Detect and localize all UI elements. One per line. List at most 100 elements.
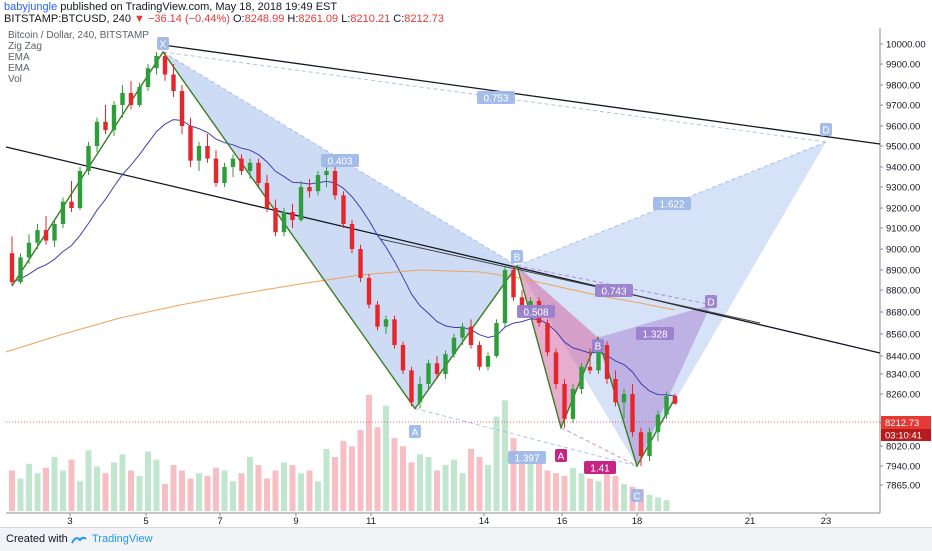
y-tick-label: 9800.00 [886,81,920,92]
volume-bar [366,394,372,511]
tradingview-link[interactable]: TradingView [92,533,153,545]
pattern-small-bcd [598,304,711,466]
y-tick-label: 7865.00 [886,481,920,492]
pattern-small-point-d-box [705,295,717,308]
candle-body [171,74,176,91]
x-tick-label: 16 [557,516,568,527]
y-tick-label: 9900.00 [886,60,920,71]
candle-body [502,270,508,323]
volume-bar [238,473,245,511]
legend-ema-2[interactable]: EMA [8,63,30,74]
volume-bar [536,462,542,511]
y-tick-label: 8260.00 [886,390,920,401]
created-with-label: Created with [6,533,68,545]
candle-body [43,230,49,241]
y-tick-label: 7940.00 [886,462,920,473]
volume-bar [306,470,313,511]
volume-bar [60,470,66,511]
candle-body [587,366,593,371]
volume-bar [595,481,602,511]
change-label: ▼ −36.14 (−0.44%) [134,13,230,25]
high-value: 8261.09 [298,13,339,25]
volume-bar [519,459,525,511]
volume-bar [213,467,219,511]
candle-body [409,370,414,403]
volume-bar [17,478,24,511]
volume-bar [502,400,508,511]
pattern-big-point-d: D [822,126,829,137]
x-tick-label: 7 [217,516,222,527]
volume-bar [9,470,15,511]
y-tick-label: 10000.00 [886,40,926,51]
volume-bar [162,484,168,511]
pattern-small-ratio: 1.41 [590,464,610,475]
candle-body [621,394,627,403]
candle-body [154,56,159,69]
last-price-tag-box [881,416,931,429]
legend-zigzag[interactable]: Zig Zag [8,41,42,52]
pattern-big-point-x-box [157,37,169,50]
candle-body [324,171,329,175]
candle-body [664,396,669,415]
legend-vol[interactable]: Vol [8,74,22,85]
y-tick-label: 9400.00 [886,163,920,174]
candle-body [213,158,219,183]
candle-body [222,167,227,183]
pattern-small-point-d: D [707,298,714,309]
x-tick-label: 18 [632,516,643,527]
countdown-tag: 03:10:41 [885,431,922,442]
volume-bar [289,465,296,511]
volume-bar [77,481,83,511]
trendline-mid [379,238,761,324]
volume-bar [34,473,41,511]
volume-bar [544,470,551,511]
volume-bar [434,470,440,511]
legend-ema-1[interactable]: EMA [8,52,30,63]
volume-bar [340,440,347,511]
pattern-small-point-b: B [595,342,602,353]
close-value: 8212.73 [404,13,445,25]
x-tick-label: 3 [67,516,72,527]
candle-body [460,326,465,338]
volume-bar [400,446,406,511]
candle-body [604,345,610,379]
candle-body [60,201,66,224]
volume-bar [655,497,661,511]
candle-body [307,187,312,192]
pattern-small-ratio: 1.328 [642,330,667,341]
volume-bar [578,473,585,511]
tradingview-logo-icon[interactable] [70,533,88,551]
candle-body [672,396,678,404]
volume-bar [493,416,500,511]
candle-body [264,183,270,208]
volume-bar [136,475,143,511]
zigzag-line [11,50,676,468]
pattern-big-point-c-box [631,489,643,502]
pattern-big-ratio: 0.403 [327,157,352,168]
candle-body [239,158,244,171]
price-chart[interactable]: X A B C D A B D 0.753 0.403 1.622 1.397 0.743 0.508 1.… [0,0,932,527]
candle-body [434,363,440,374]
volume-bar [383,405,389,511]
volume-bar [51,457,58,511]
candle-body [451,337,457,355]
candle-body [247,162,253,171]
y-tick-label: 8680.00 [886,308,920,319]
volume-bar [374,427,381,511]
author-link[interactable]: babyjungle [4,1,58,13]
volume-bar [391,438,398,511]
ema-fast-line [11,119,676,397]
trendline-upper [162,44,881,145]
y-tick-label: 9100.00 [886,224,920,235]
pattern-big-point-a-box [409,425,421,438]
volume-bar [663,500,670,511]
pattern-small-ratio-box [636,327,674,340]
volume-bar [425,457,432,511]
candle-body [69,201,74,208]
pattern-small-ratio-box [584,461,616,474]
candle-body [443,354,448,374]
y-tick-label: 9300.00 [886,183,920,194]
volume-bar [255,465,262,511]
volume-bar [187,478,194,511]
candle-body [273,208,278,233]
